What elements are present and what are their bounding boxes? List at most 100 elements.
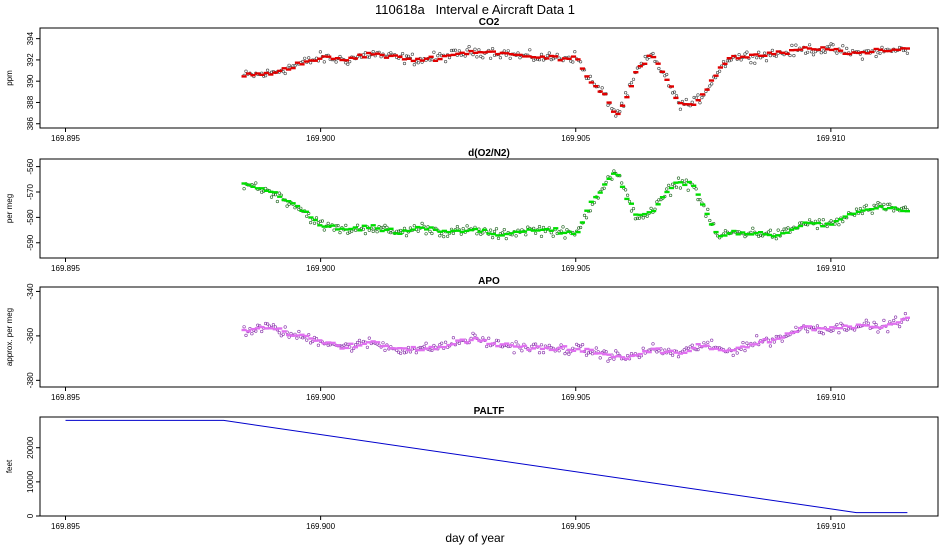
data-point-d-o2-n2	[602, 186, 606, 190]
x-tick-label-d-o2-n2: 169.905	[561, 264, 590, 273]
data-point-co2	[449, 48, 454, 53]
data-point-co2	[346, 62, 350, 66]
panel-title-co2: CO2	[479, 17, 500, 28]
data-point-apo	[872, 320, 876, 324]
data-point-co2	[876, 51, 880, 55]
x-tick-label-apo: 169.910	[816, 393, 845, 402]
data-point-apo	[430, 348, 434, 353]
data-point-co2	[451, 48, 456, 52]
data-point-apo	[882, 318, 886, 323]
data-point-co2	[623, 91, 628, 95]
data-point-co2	[508, 56, 512, 60]
data-point-co2	[717, 69, 722, 73]
series-line-paltf	[65, 419, 908, 514]
data-point-co2	[905, 51, 910, 55]
data-point-apo	[514, 340, 518, 344]
data-point-d-o2-n2	[416, 229, 420, 233]
x-tick-label-apo: 169.895	[51, 393, 80, 402]
data-point-co2	[309, 61, 313, 65]
data-point-co2	[831, 43, 835, 47]
data-point-co2	[371, 49, 375, 54]
data-point-apo	[831, 328, 835, 333]
data-point-co2	[643, 54, 647, 59]
data-point-d-o2-n2	[641, 216, 645, 220]
data-point-d-o2-n2	[901, 206, 906, 210]
data-point-d-o2-n2	[706, 207, 710, 211]
data-point-d-o2-n2	[629, 209, 634, 213]
data-point-co2	[571, 60, 575, 64]
data-point-d-o2-n2	[461, 227, 465, 231]
data-point-apo	[614, 349, 618, 353]
data-point-co2	[266, 68, 270, 72]
data-point-co2	[768, 53, 773, 58]
data-point-co2	[447, 55, 452, 60]
data-point-apo	[710, 338, 714, 342]
data-point-apo	[344, 342, 348, 346]
data-point-apo	[903, 312, 908, 316]
data-point-apo	[602, 349, 606, 353]
data-point-co2	[303, 56, 307, 60]
data-point-co2	[465, 48, 469, 52]
data-point-co2	[334, 60, 338, 64]
data-point-apo	[559, 343, 563, 347]
data-point-apo	[266, 322, 270, 326]
data-point-d-o2-n2	[837, 223, 841, 227]
data-point-co2	[692, 95, 696, 100]
data-point-d-o2-n2	[766, 230, 771, 234]
data-point-apo	[381, 341, 385, 345]
data-point-apo	[537, 351, 542, 355]
data-point-d-o2-n2	[318, 219, 323, 223]
data-point-apo	[471, 331, 475, 335]
data-point-co2	[698, 101, 702, 105]
data-point-apo	[829, 329, 833, 333]
data-point-co2	[498, 56, 503, 60]
data-point-d-o2-n2	[561, 225, 565, 229]
data-point-co2	[670, 91, 675, 95]
y-tick-label-apo: -360	[26, 327, 35, 344]
data-point-d-o2-n2	[674, 185, 679, 189]
data-point-d-o2-n2	[242, 187, 246, 191]
data-point-co2	[672, 90, 677, 94]
data-point-d-o2-n2	[882, 202, 886, 206]
data-point-apo	[541, 351, 546, 355]
y-tick-label-paltf: 10000	[26, 470, 35, 493]
data-point-co2	[807, 43, 812, 47]
data-point-apo	[598, 356, 602, 360]
data-point-co2	[841, 44, 845, 48]
data-point-d-o2-n2	[397, 229, 401, 233]
data-point-d-o2-n2	[408, 226, 413, 230]
data-point-d-o2-n2	[428, 229, 432, 233]
data-point-d-o2-n2	[678, 186, 683, 190]
data-point-co2	[764, 59, 769, 63]
data-point-co2	[745, 50, 749, 54]
data-point-d-o2-n2	[524, 233, 528, 237]
data-point-apo	[684, 346, 688, 350]
data-point-apo	[451, 336, 456, 340]
data-point-apo	[494, 338, 499, 342]
data-point-d-o2-n2	[578, 225, 583, 230]
data-point-co2	[708, 84, 712, 88]
data-point-d-o2-n2	[420, 221, 424, 225]
data-point-d-o2-n2	[758, 233, 763, 237]
data-point-co2	[348, 59, 352, 64]
data-point-co2	[725, 59, 730, 63]
data-point-apo	[414, 351, 418, 355]
data-point-apo	[481, 336, 485, 340]
y-tick-label-paltf: 0	[26, 513, 35, 518]
data-point-d-o2-n2	[326, 221, 330, 225]
data-point-d-o2-n2	[254, 181, 258, 185]
data-point-co2	[491, 46, 495, 51]
data-point-co2	[757, 50, 761, 54]
data-point-apo	[866, 321, 870, 325]
data-point-d-o2-n2	[672, 184, 677, 188]
data-point-co2	[657, 66, 661, 71]
data-point-co2	[432, 50, 436, 54]
data-point-d-o2-n2	[694, 187, 698, 191]
plot-frame-paltf	[39, 416, 939, 517]
data-point-d-o2-n2	[665, 187, 669, 191]
data-point-d-o2-n2	[489, 228, 493, 232]
data-point-apo	[616, 351, 620, 355]
data-point-d-o2-n2	[774, 237, 778, 241]
data-point-apo	[888, 320, 892, 324]
data-point-apo	[874, 323, 878, 327]
